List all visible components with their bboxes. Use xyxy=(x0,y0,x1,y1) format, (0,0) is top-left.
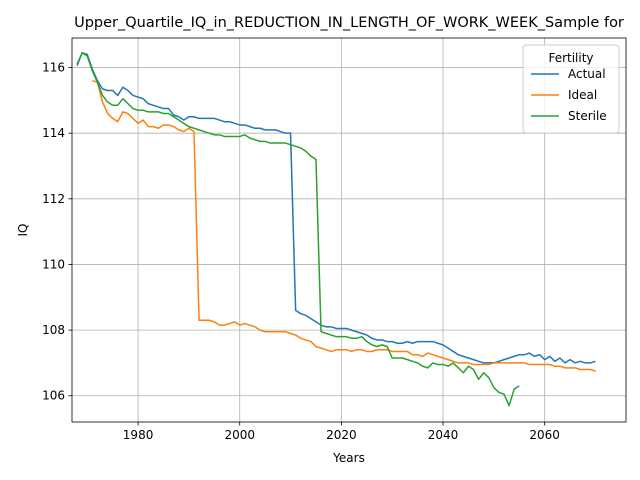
y-axis-ticks: 106 108 110 112 114 116 xyxy=(42,61,72,403)
x-axis-label: Years xyxy=(332,451,365,465)
x-tick-label: 2000 xyxy=(224,428,255,442)
series-line-actual xyxy=(76,52,596,364)
series-lines xyxy=(76,52,596,407)
legend-label-ideal: Ideal xyxy=(568,88,597,102)
y-tick-label: 108 xyxy=(42,323,65,337)
legend-label-sterile: Sterile xyxy=(568,109,607,123)
y-axis-label: IQ xyxy=(16,224,30,237)
x-tick-label: 2040 xyxy=(428,428,459,442)
series-line-ideal xyxy=(92,79,596,372)
y-tick-label: 110 xyxy=(42,257,65,271)
x-tick-label: 1980 xyxy=(123,428,154,442)
x-axis-ticks: 1980 2000 2020 2040 2060 xyxy=(123,422,560,442)
legend: Fertility Actual Ideal Sterile xyxy=(522,44,620,134)
y-tick-label: 116 xyxy=(42,61,65,75)
x-tick-label: 2020 xyxy=(326,428,357,442)
x-tick-label: 2060 xyxy=(529,428,560,442)
y-tick-label: 106 xyxy=(42,389,65,403)
y-tick-label: 112 xyxy=(42,192,65,206)
legend-box xyxy=(522,44,620,134)
legend-title: Fertility xyxy=(548,51,593,65)
y-tick-label: 114 xyxy=(42,126,65,140)
series-line-sterile xyxy=(76,52,520,407)
legend-entries: Actual Ideal Sterile xyxy=(531,67,607,123)
chart-title: Upper_Quartile_IQ_in_REDUCTION_IN_LENGTH… xyxy=(74,15,624,31)
axes-frame xyxy=(71,37,627,423)
legend-label-actual: Actual xyxy=(568,67,606,81)
